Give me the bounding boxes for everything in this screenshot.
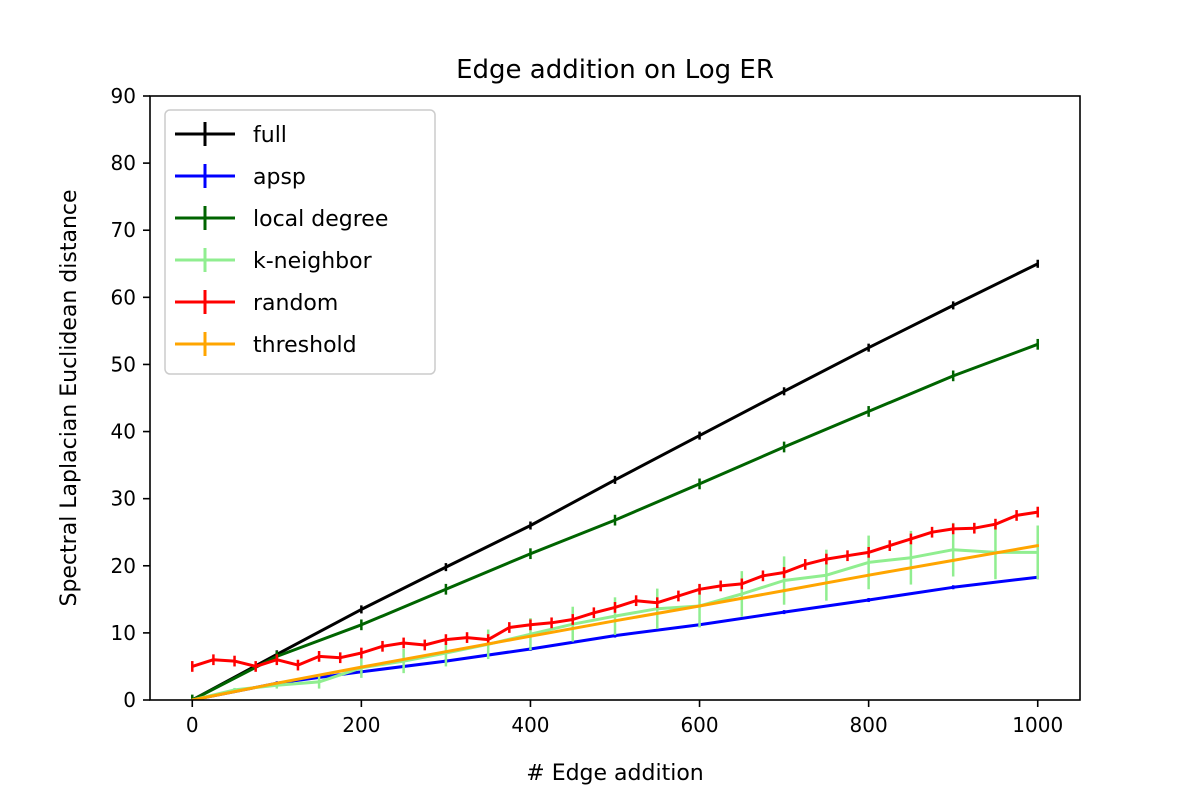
chart-title: Edge addition on Log ER bbox=[456, 55, 774, 85]
y-tick-label: 30 bbox=[111, 487, 136, 511]
x-tick-label: 200 bbox=[342, 713, 380, 737]
legend-label-k-neighbor: k-neighbor bbox=[253, 249, 373, 274]
series-layer bbox=[191, 259, 1039, 700]
legend-label-threshold: threshold bbox=[253, 333, 357, 358]
x-tick-label: 600 bbox=[680, 713, 718, 737]
y-tick-label: 20 bbox=[111, 554, 136, 578]
plot-area: 0 200 400 600 800 1000 0 10 20 30 40 50 60 70 80 90 bbox=[111, 84, 1081, 737]
y-tick-label: 80 bbox=[111, 151, 136, 175]
y-tick-label: 60 bbox=[111, 285, 136, 309]
x-tick-label: 800 bbox=[850, 713, 888, 737]
y-tick-label: 10 bbox=[111, 621, 136, 645]
y-tick-label: 40 bbox=[111, 420, 136, 444]
legend: full apsp local degree k-neighbor random thre… bbox=[164, 109, 436, 375]
y-tick-label: 0 bbox=[123, 688, 136, 712]
x-tick-label: 0 bbox=[186, 713, 199, 737]
y-tick-label: 50 bbox=[111, 352, 136, 376]
legend-label-random: random bbox=[253, 291, 338, 316]
legend-label-local-degree: local degree bbox=[253, 207, 388, 232]
axes-frame bbox=[149, 95, 1081, 701]
y-tick-label: 70 bbox=[111, 218, 136, 242]
x-tick-label: 400 bbox=[511, 713, 549, 737]
legend-label-full: full bbox=[253, 123, 287, 148]
y-tick-label: 90 bbox=[111, 84, 136, 108]
x-tick-label: 1000 bbox=[1012, 713, 1063, 737]
y-axis-label: Spectral Laplacian Euclidean distance bbox=[57, 189, 82, 606]
legend-label-apsp: apsp bbox=[253, 165, 306, 190]
x-axis-label: # Edge addition bbox=[526, 761, 703, 786]
